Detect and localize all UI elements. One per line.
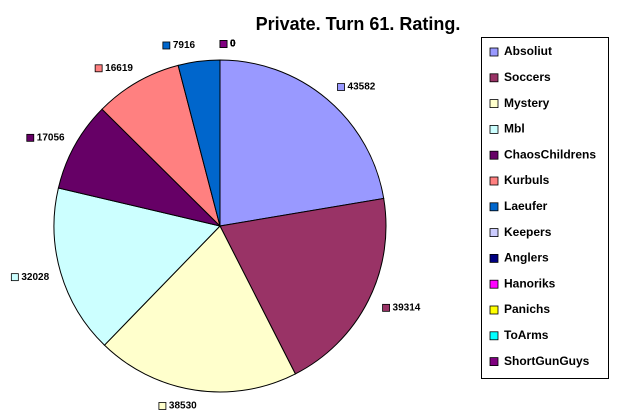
value-label-marker	[10, 273, 19, 282]
legend-label: Keepers	[504, 225, 552, 239]
value-label: 38530	[169, 401, 197, 412]
value-label-marker	[337, 83, 345, 91]
pie-slice	[53, 187, 221, 346]
legend-label: Absoliut	[504, 44, 552, 58]
legend-marker	[489, 125, 499, 134]
legend-label: Laeufer	[504, 199, 548, 213]
pie-slice	[103, 225, 297, 393]
value-label: 0	[230, 39, 236, 50]
legend-marker	[489, 47, 499, 57]
legend-label: Kurbuls	[504, 173, 550, 187]
legend-label: ShortGunGuys	[504, 354, 590, 368]
value-label: 39314	[393, 302, 421, 313]
legend-label: Soccers	[504, 70, 551, 84]
legend-label: Mbl	[504, 122, 525, 136]
legend-marker	[489, 99, 499, 108]
pie-slice	[101, 64, 221, 228]
value-label: 7916	[173, 40, 196, 51]
legend-marker	[489, 357, 499, 367]
value-label-marker	[219, 40, 228, 48]
value-label-marker	[94, 64, 103, 73]
legend-label: Mystery	[504, 96, 550, 110]
legend-label: Hanoriks	[504, 276, 556, 290]
legend-marker	[489, 253, 499, 263]
value-label: 0	[230, 39, 236, 50]
legend-marker	[489, 150, 499, 160]
value-label: 16619	[105, 63, 133, 74]
value-label: 0	[230, 39, 236, 50]
legend-label: ToArms	[504, 328, 549, 342]
legend-marker	[489, 176, 499, 186]
legend-marker	[489, 331, 499, 341]
value-label: 32028	[21, 272, 49, 283]
legend-label: Anglers	[504, 251, 549, 265]
value-label-marker	[382, 303, 390, 312]
value-label: 0	[230, 39, 236, 50]
legend-label: ChaosChildrens	[504, 147, 596, 161]
pie-slice	[219, 197, 387, 375]
pie-slice	[57, 108, 222, 227]
legend-marker	[489, 202, 499, 212]
chart-title: Private. Turn 61. Rating.	[256, 14, 461, 34]
value-label-marker	[162, 41, 171, 50]
value-label: 43582	[348, 82, 376, 93]
value-label-marker	[158, 402, 167, 410]
pie-slice	[219, 59, 385, 227]
value-label: 0	[230, 39, 236, 50]
legend-marker	[489, 305, 499, 315]
value-label: 0	[230, 39, 236, 50]
legend-box	[481, 37, 609, 379]
legend-marker	[489, 279, 499, 289]
legend-marker	[489, 228, 499, 238]
legend-label: Panichs	[504, 302, 550, 316]
value-label-marker	[26, 133, 35, 142]
value-label: 17056	[37, 132, 65, 143]
legend-marker	[489, 73, 499, 83]
